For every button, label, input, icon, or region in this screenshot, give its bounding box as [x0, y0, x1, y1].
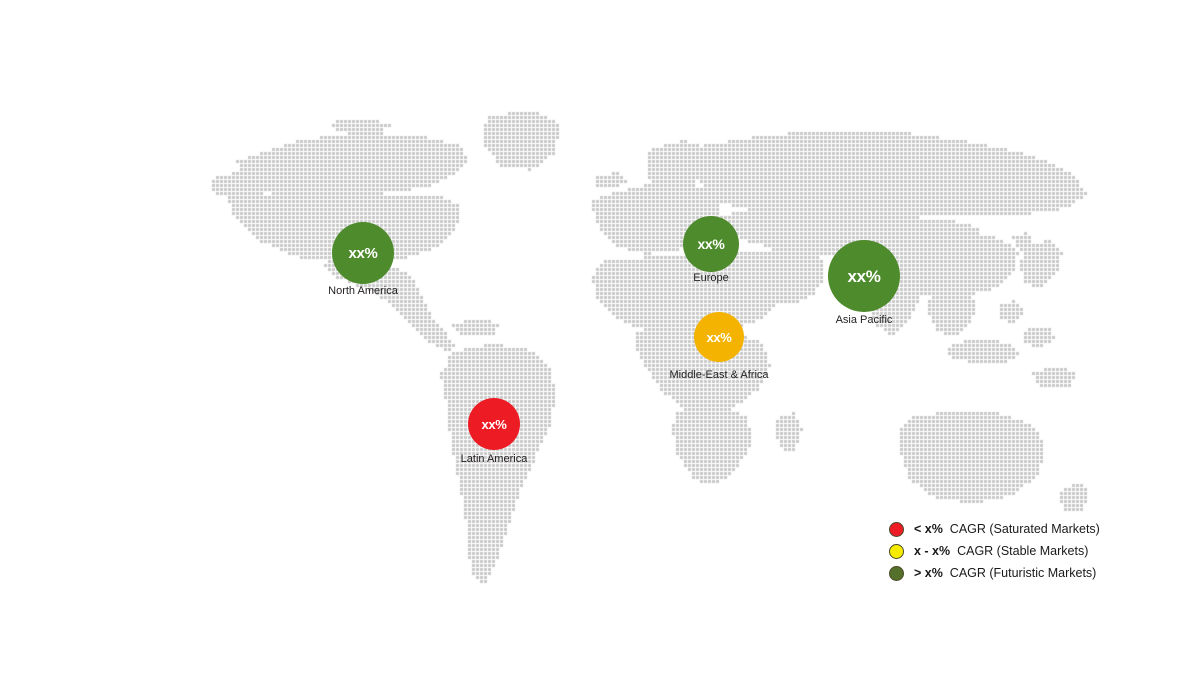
legend-row-futuristic[interactable]: > x% CAGR (Futuristic Markets)	[889, 562, 1100, 584]
legend-range-futuristic: > x%	[914, 566, 943, 580]
region-label-north-america: North America	[328, 285, 398, 297]
legend-desc-saturated: CAGR (Saturated Markets)	[949, 522, 1100, 536]
region-label-middle-east-africa: Middle-East & Africa	[669, 369, 769, 381]
region-bubble-middle-east-africa[interactable]: xx%	[694, 312, 744, 362]
legend: < x% CAGR (Saturated Markets) x - x% CAGR…	[889, 518, 1100, 584]
region-label-asia-pacific: Asia Pacific	[835, 314, 893, 326]
legend-range-saturated: < x%	[914, 522, 943, 536]
legend-dot-stable-icon	[889, 543, 904, 559]
legend-row-saturated[interactable]: < x% CAGR (Saturated Markets)	[889, 518, 1100, 540]
legend-desc-futuristic: CAGR (Futuristic Markets)	[949, 566, 1097, 580]
legend-row-stable[interactable]: x - x% CAGR (Stable Markets)	[889, 540, 1100, 562]
legend-desc-stable: CAGR (Stable Markets)	[957, 544, 1089, 558]
legend-dot-saturated-icon	[889, 521, 904, 537]
region-bubble-asia-pacific[interactable]: xx%	[828, 240, 900, 312]
legend-label-stable: x - x% CAGR (Stable Markets)	[914, 544, 1088, 558]
region-value-latin-america: xx%	[481, 416, 507, 432]
region-value-europe: xx%	[697, 236, 725, 252]
region-value-north-america: xx%	[348, 244, 378, 262]
region-bubble-north-america[interactable]: xx%	[332, 222, 394, 284]
region-value-asia-pacific: xx%	[847, 266, 881, 286]
region-label-latin-america: Latin America	[460, 453, 528, 465]
legend-dot-futuristic-icon	[889, 565, 904, 581]
legend-label-futuristic: > x% CAGR (Futuristic Markets)	[914, 566, 1096, 580]
legend-label-saturated: < x% CAGR (Saturated Markets)	[914, 522, 1100, 536]
region-label-europe: Europe	[693, 272, 729, 284]
region-bubble-latin-america[interactable]: xx%	[468, 398, 520, 450]
region-bubble-europe[interactable]: xx%	[683, 216, 739, 272]
legend-range-stable: x - x%	[914, 544, 951, 558]
region-value-middle-east-africa: xx%	[706, 329, 732, 345]
